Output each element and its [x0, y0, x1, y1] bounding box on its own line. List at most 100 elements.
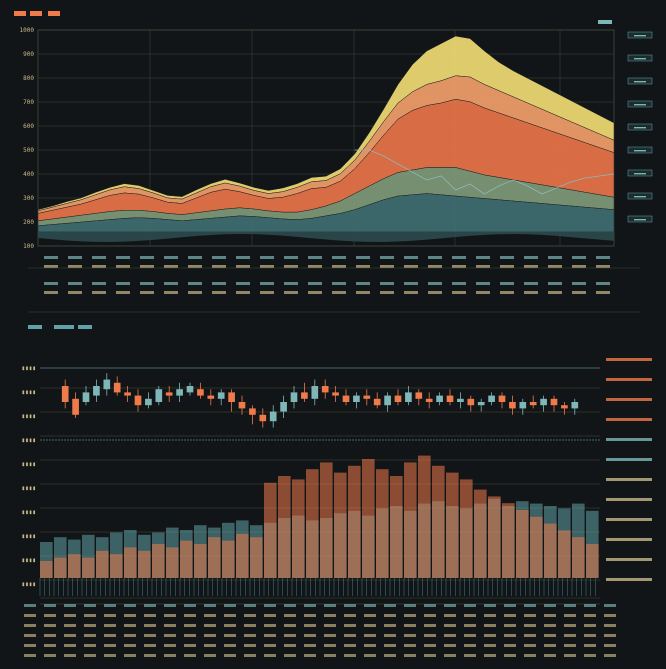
x-tick-mark: [144, 624, 156, 627]
x-tick-mark: [344, 624, 356, 627]
x-tick-mark: [596, 265, 610, 268]
right-label-box: [627, 215, 653, 223]
volume-bar-orange: [68, 554, 81, 578]
x-tick-mark: [184, 604, 196, 607]
bottom-chart-right-labels: [606, 358, 652, 581]
x-tick-mark: [92, 282, 106, 285]
x-tick-mark: [304, 654, 316, 657]
right-label-box: [627, 54, 653, 62]
volume-bar-orange: [166, 547, 179, 578]
ridge-line: [354, 149, 615, 195]
candle-body: [446, 395, 454, 402]
x-tick-mark: [344, 654, 356, 657]
y-tick-label: ▮▮▮▮: [22, 557, 36, 564]
bottom-legend-chip-3[interactable]: [78, 325, 92, 329]
candle-body: [290, 392, 298, 402]
x-tick-mark: [164, 624, 176, 627]
candle-body: [550, 398, 558, 406]
x-tick-mark: [524, 634, 536, 637]
right-label: ▬▬▬▬: [634, 125, 646, 131]
top-right-chip[interactable]: [598, 20, 612, 24]
x-tick-mark: [596, 256, 610, 259]
x-tick-mark: [356, 291, 370, 294]
x-tick-mark: [424, 654, 436, 657]
x-tick-mark: [564, 644, 576, 647]
x-tick-mark: [44, 654, 56, 657]
candle-body: [394, 395, 402, 402]
x-tick-mark: [308, 282, 322, 285]
x-tick-mark: [596, 291, 610, 294]
x-tick-mark: [524, 644, 536, 647]
volume-bar-orange: [40, 561, 53, 578]
x-tick-mark: [364, 604, 376, 607]
volume-bar-orange: [404, 462, 417, 578]
y-tick-label: 800: [23, 75, 34, 82]
x-tick-mark: [444, 654, 456, 657]
bottom-legend-chip-1[interactable]: [28, 325, 42, 329]
x-tick-mark: [404, 624, 416, 627]
x-tick-mark: [236, 265, 250, 268]
x-tick-mark: [104, 624, 116, 627]
candle-body: [186, 386, 194, 393]
x-tick-mark: [68, 265, 82, 268]
candle-body: [176, 389, 183, 396]
volume-bar-orange: [292, 479, 305, 578]
x-tick-mark: [24, 654, 36, 657]
bottom-chart-xticks: [24, 604, 616, 657]
volume-bar-orange: [124, 547, 137, 578]
y-tick-label: ▮▮▮▮: [22, 509, 36, 516]
x-tick-mark: [324, 634, 336, 637]
x-tick-mark: [464, 614, 476, 617]
candle-body: [332, 392, 339, 396]
x-tick-mark: [464, 624, 476, 627]
x-tick-mark: [124, 634, 136, 637]
volume-bar-orange: [418, 455, 431, 578]
y-tick-label: ▮▮▮▮: [22, 581, 36, 588]
x-tick-mark: [504, 604, 516, 607]
x-tick-mark: [24, 644, 36, 647]
x-tick-mark: [264, 604, 276, 607]
x-tick-mark: [116, 282, 130, 285]
x-tick-mark: [584, 634, 596, 637]
candle-body: [207, 395, 215, 399]
x-tick-mark: [484, 634, 496, 637]
x-tick-mark: [184, 634, 196, 637]
top-chart-ridge: [354, 149, 615, 195]
x-tick-mark: [224, 644, 236, 647]
x-tick-mark: [164, 256, 178, 259]
legend-chip-orange-2[interactable]: [30, 11, 42, 16]
x-tick-mark: [464, 634, 476, 637]
x-tick-mark: [404, 256, 418, 259]
x-tick-mark: [364, 644, 376, 647]
volume-bar-orange: [376, 469, 389, 578]
x-tick-mark: [244, 644, 256, 647]
volume-bar-orange: [208, 537, 221, 578]
x-tick-mark: [464, 654, 476, 657]
legend-chip-orange[interactable]: [14, 11, 26, 16]
x-tick-mark: [380, 265, 394, 268]
x-tick-mark: [140, 282, 154, 285]
y-tick-label: 700: [23, 99, 34, 106]
x-tick-mark: [404, 282, 418, 285]
x-tick-mark: [428, 256, 442, 259]
candle-body: [259, 414, 267, 422]
top-chart-yticks: 1000 900 800 700 600 500 400 300 200 100: [20, 27, 35, 250]
x-tick-mark: [24, 624, 36, 627]
x-tick-mark: [304, 604, 316, 607]
x-tick-mark: [304, 634, 316, 637]
x-tick-mark: [184, 614, 196, 617]
candle-body: [467, 398, 475, 406]
x-tick-mark: [476, 265, 490, 268]
x-tick-mark: [384, 604, 396, 607]
volume-bar-orange: [152, 544, 165, 578]
x-tick-mark: [116, 265, 130, 268]
bottom-legend-chip-2[interactable]: [54, 325, 74, 329]
x-tick-mark: [204, 634, 216, 637]
x-tick-mark: [584, 644, 596, 647]
candle-body: [145, 398, 152, 406]
volume-bar-orange: [306, 469, 319, 578]
x-tick-mark: [236, 256, 250, 259]
candle-body: [384, 395, 391, 406]
legend-chip-orange-3[interactable]: [48, 11, 60, 16]
